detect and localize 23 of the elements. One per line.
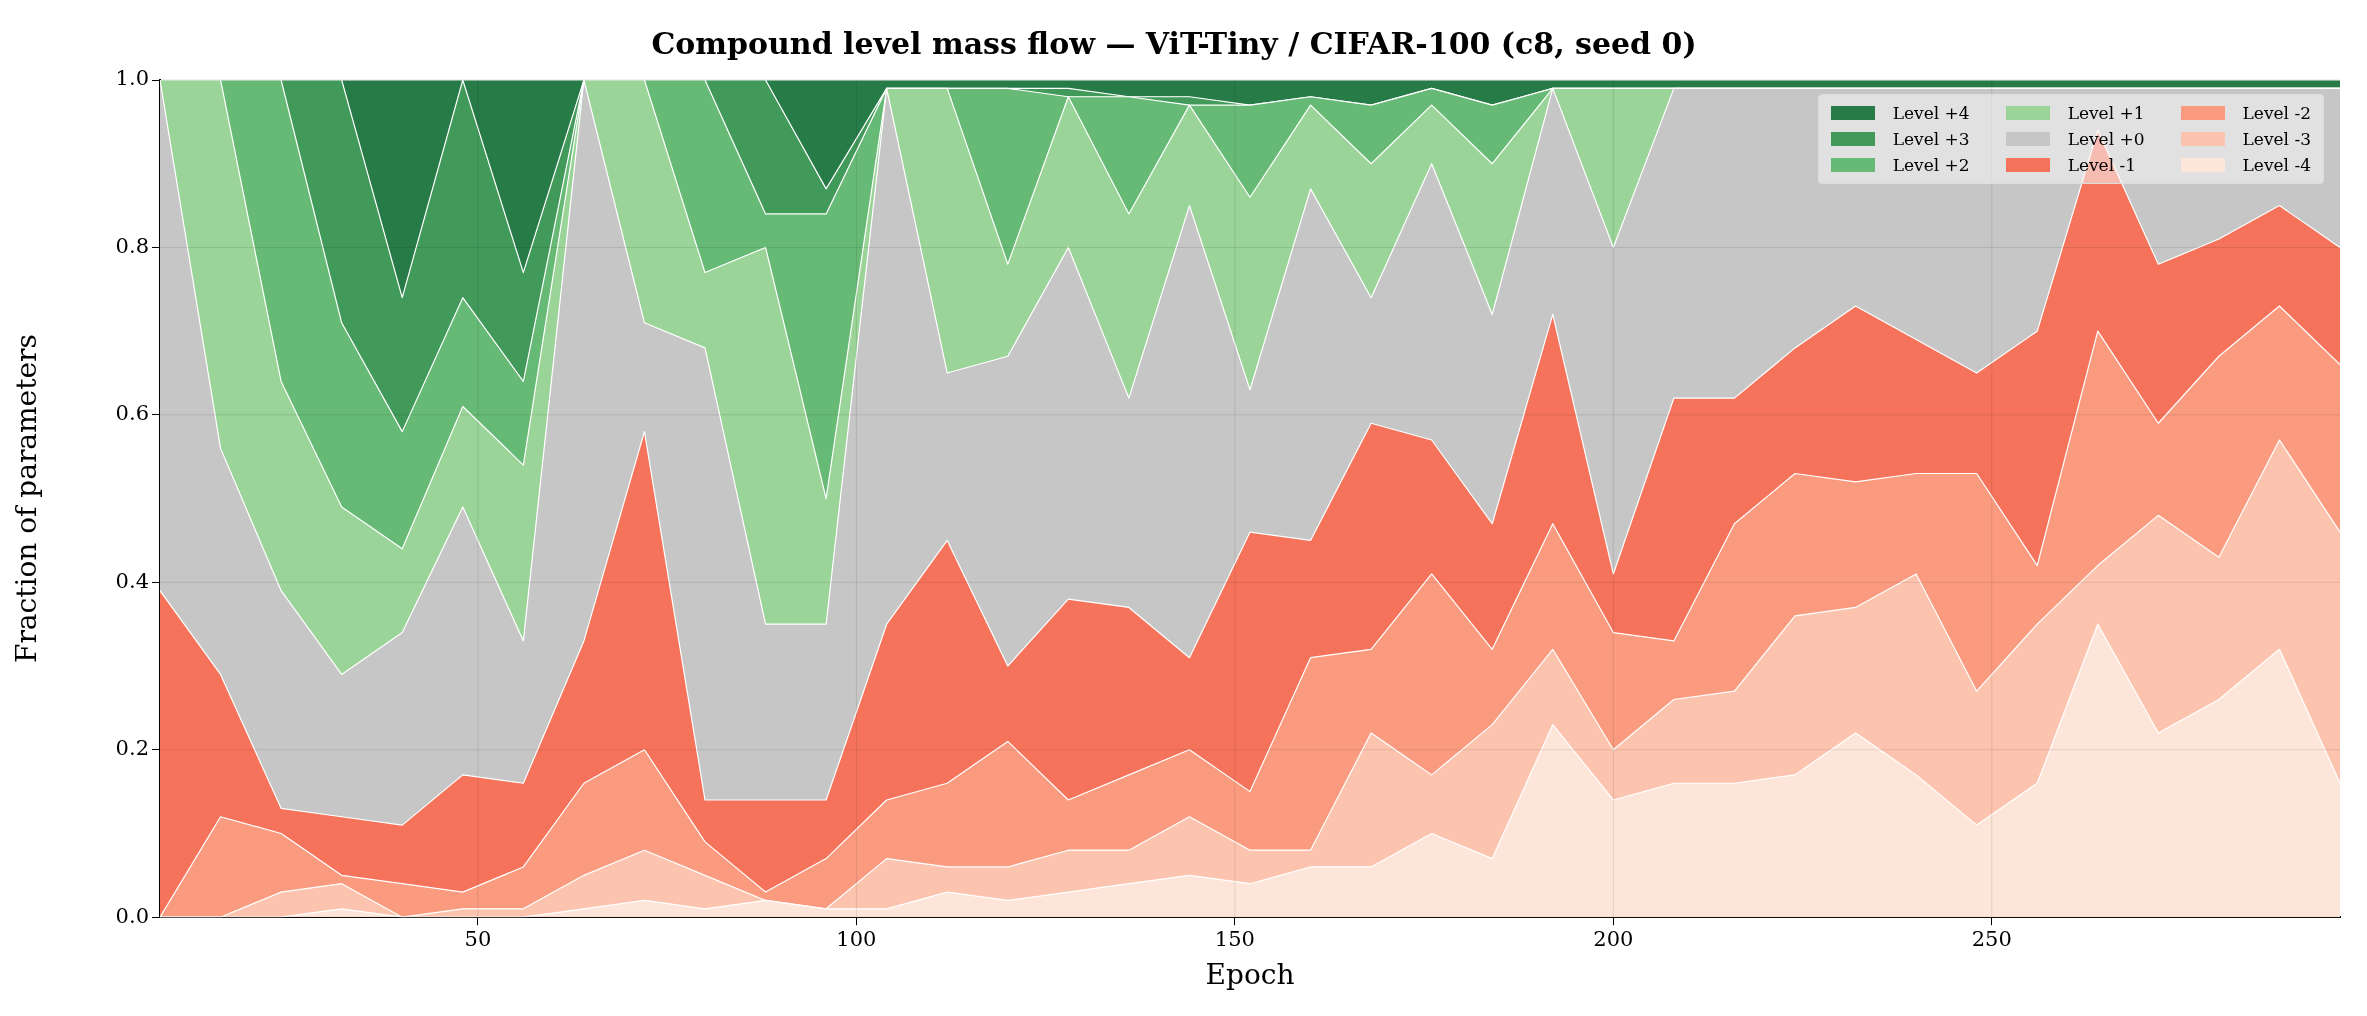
legend-label: Level +1 [2067,103,2145,123]
y-tick-label: 0.6 [115,401,149,426]
legend-label: Level +3 [1892,129,1970,149]
legend-label: Level -1 [2067,155,2137,175]
x-tick-label: 150 [1214,927,1255,952]
legend-label: Level +2 [1892,155,1970,175]
y-tick-label: 1.0 [115,66,149,91]
y-axis-title: Fraction of parameters [10,334,44,663]
y-tick-label: 0.2 [115,736,149,761]
legend-label: Level -3 [2242,129,2311,149]
x-axis-title: Epoch [1205,958,1295,992]
y-tick-label: 0.4 [115,568,149,593]
x-tick-label: 250 [1971,927,2012,952]
y-tick-label: 0.0 [115,903,149,928]
x-tick-label: 50 [464,927,492,952]
legend-label: Level +4 [1892,103,1970,123]
legend-label: Level -4 [2242,155,2311,175]
chart-title: Compound level mass flow — ViT-Tiny / CIFAR-100 (c8, seed 0) [651,25,1697,61]
y-tick-label: 0.8 [115,233,149,258]
legend-label: Level -2 [2242,103,2311,123]
x-tick-label: 100 [836,927,877,952]
legend-label: Level +0 [2067,129,2145,149]
x-tick-label: 200 [1593,927,1634,952]
